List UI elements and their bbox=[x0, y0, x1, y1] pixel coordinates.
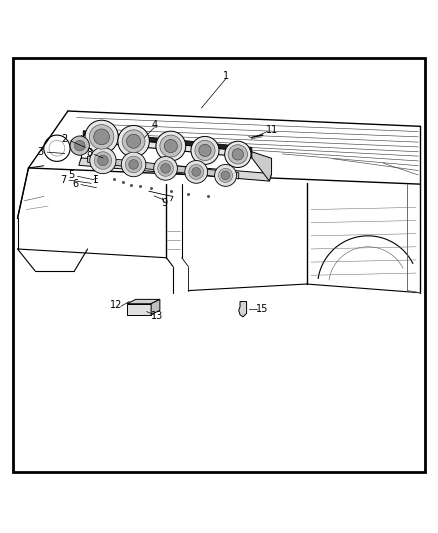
Circle shape bbox=[94, 152, 112, 169]
Text: 9: 9 bbox=[161, 198, 167, 207]
Text: 3: 3 bbox=[38, 147, 44, 157]
Circle shape bbox=[121, 152, 146, 177]
Circle shape bbox=[125, 156, 142, 173]
Circle shape bbox=[160, 135, 182, 157]
Circle shape bbox=[74, 140, 85, 151]
Circle shape bbox=[70, 136, 89, 155]
Circle shape bbox=[192, 167, 201, 176]
Circle shape bbox=[161, 164, 170, 173]
Circle shape bbox=[195, 140, 215, 160]
Text: 15: 15 bbox=[256, 304, 268, 314]
Text: 11: 11 bbox=[266, 125, 279, 135]
Circle shape bbox=[189, 165, 204, 179]
Circle shape bbox=[156, 131, 186, 161]
Circle shape bbox=[158, 160, 173, 176]
Circle shape bbox=[221, 171, 230, 180]
Polygon shape bbox=[83, 135, 252, 158]
Polygon shape bbox=[239, 302, 247, 317]
Circle shape bbox=[98, 155, 108, 166]
Text: 1: 1 bbox=[223, 71, 229, 81]
Circle shape bbox=[185, 160, 208, 183]
Text: 5: 5 bbox=[68, 171, 74, 180]
Text: 2: 2 bbox=[62, 134, 68, 144]
Circle shape bbox=[199, 144, 211, 157]
Circle shape bbox=[90, 147, 116, 174]
Polygon shape bbox=[71, 140, 88, 152]
Text: 4: 4 bbox=[151, 119, 157, 130]
Text: 8: 8 bbox=[86, 149, 92, 158]
Circle shape bbox=[127, 134, 141, 148]
Circle shape bbox=[219, 168, 233, 182]
Polygon shape bbox=[88, 156, 239, 179]
Circle shape bbox=[118, 125, 149, 157]
Circle shape bbox=[164, 140, 177, 152]
Circle shape bbox=[129, 159, 138, 169]
Text: 7: 7 bbox=[60, 175, 66, 185]
Circle shape bbox=[154, 157, 177, 180]
Polygon shape bbox=[127, 300, 160, 304]
Text: 12: 12 bbox=[110, 300, 123, 310]
Circle shape bbox=[122, 130, 145, 152]
Polygon shape bbox=[83, 131, 252, 152]
Circle shape bbox=[89, 125, 114, 149]
Circle shape bbox=[215, 165, 237, 187]
Polygon shape bbox=[79, 158, 272, 181]
Text: 6: 6 bbox=[72, 179, 78, 189]
Circle shape bbox=[232, 149, 244, 160]
Circle shape bbox=[225, 141, 251, 167]
Circle shape bbox=[94, 129, 110, 145]
Text: 13: 13 bbox=[151, 311, 163, 321]
Polygon shape bbox=[252, 152, 272, 181]
Circle shape bbox=[228, 145, 247, 164]
Circle shape bbox=[191, 136, 219, 165]
Polygon shape bbox=[127, 304, 151, 314]
Circle shape bbox=[85, 120, 118, 154]
Polygon shape bbox=[151, 300, 160, 314]
